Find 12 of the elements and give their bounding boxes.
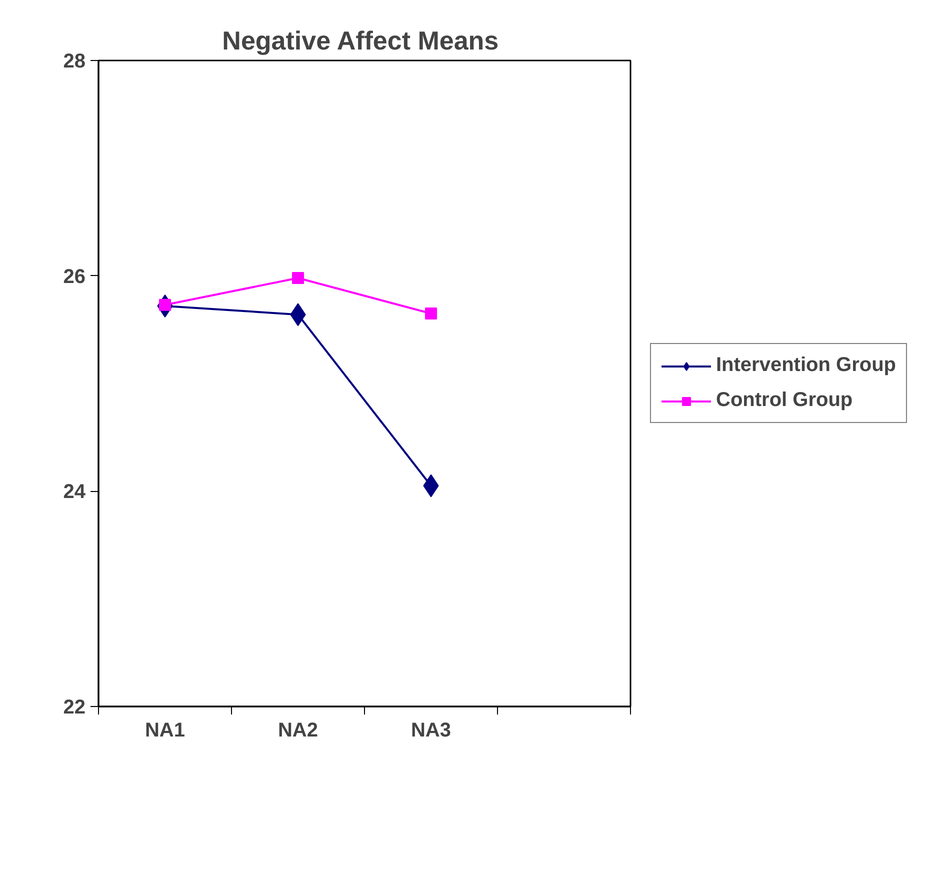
- legend-label: Intervention Group: [716, 354, 896, 377]
- x-tick-label: NA3: [410, 720, 452, 742]
- y-tick-label: 24: [63, 481, 86, 504]
- chart-title: Negative Affect Means: [222, 26, 499, 56]
- y-tick-label: 22: [63, 696, 86, 718]
- legend-label: Control Group: [716, 389, 853, 412]
- point: [425, 308, 437, 320]
- x-tick-label: NA2: [278, 720, 318, 742]
- point: [292, 272, 304, 284]
- y-tick-label: 26: [63, 266, 86, 288]
- x-tick-label: NA1: [144, 720, 186, 742]
- y-tick-label: 28: [63, 50, 86, 72]
